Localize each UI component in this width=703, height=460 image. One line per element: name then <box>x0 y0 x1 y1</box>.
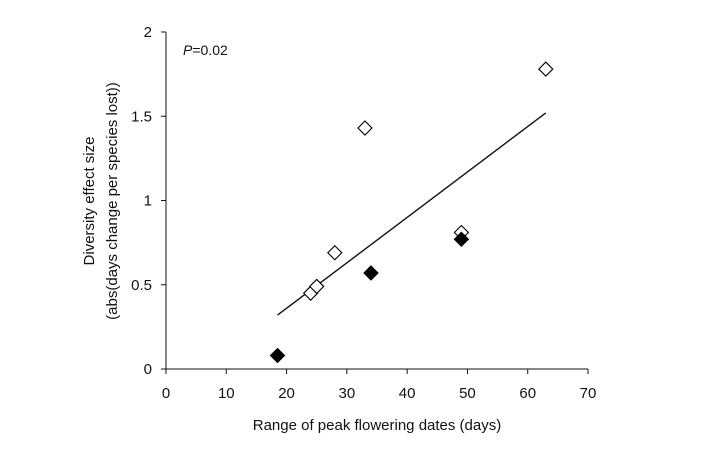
open-diamond-point <box>308 278 325 295</box>
x-tick-label: 30 <box>339 385 356 402</box>
y-tick-label: 1 <box>144 193 152 210</box>
x-tick-label: 40 <box>399 385 416 402</box>
y-tick-label: 0 <box>144 361 152 378</box>
y-axis-title-line-1: Diversity effect size <box>81 137 98 266</box>
open-diamond-point <box>538 61 554 77</box>
x-tick-label: 50 <box>459 385 476 402</box>
filled-diamond-point <box>269 347 286 364</box>
open-diamond-point <box>357 120 373 136</box>
x-tick-label: 20 <box>278 385 295 402</box>
filled-diamond-point <box>453 231 470 248</box>
y-tick-label: 2 <box>144 24 152 41</box>
axes <box>165 32 588 370</box>
tick-labels: 00.511.520 10 20 30 40 50 60 70 <box>131 24 596 402</box>
ticks <box>161 31 589 374</box>
y-tick-label: 0.5 <box>131 277 152 294</box>
trend-line <box>277 112 547 316</box>
y-tick-label: 1.5 <box>131 108 152 125</box>
p-value: =0.02 <box>192 42 228 58</box>
x-axis-title: Range of peak flowering dates (days) <box>253 417 501 434</box>
p-value-annotation: P=0.02 <box>183 42 228 58</box>
open-diamond-point <box>327 244 343 261</box>
data-points <box>269 61 554 364</box>
p-symbol: P <box>183 42 193 58</box>
x-tick-label: 0 <box>162 385 170 402</box>
x-tick-label: 60 <box>519 385 536 402</box>
y-axis-title-line-2: (abs(days change per species lost)) <box>104 82 121 320</box>
x-tick-label: 10 <box>218 385 235 402</box>
x-tick-label: 70 <box>580 385 597 402</box>
filled-diamond-point <box>363 265 379 281</box>
